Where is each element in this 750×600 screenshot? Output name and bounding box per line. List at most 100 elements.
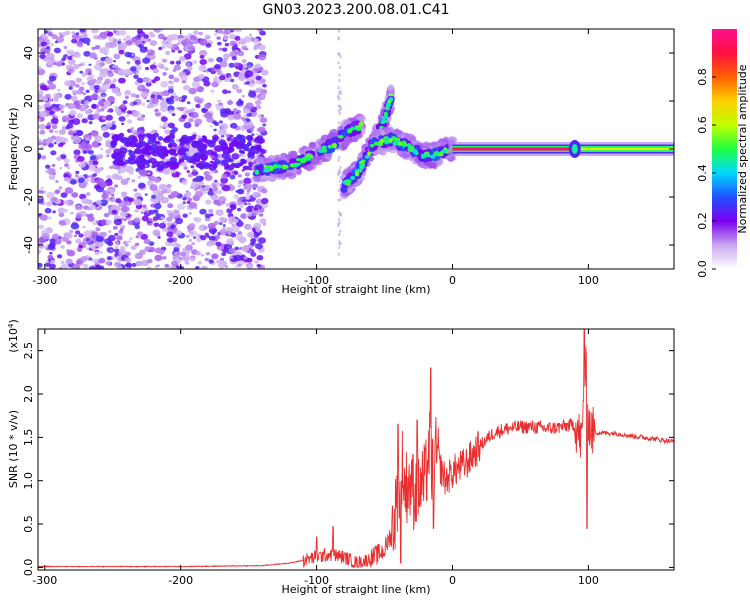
spectrogram-noise-dot <box>175 243 181 248</box>
spectrogram-track-core <box>420 153 427 159</box>
spectrogram-x-ticks: -300 -200 -100 0 100 <box>32 29 599 287</box>
spectrogram-noise-dot <box>237 231 243 235</box>
spectrogram-track-halo <box>392 129 403 136</box>
spectrogram-noise-dot <box>64 187 74 194</box>
spectrogram-track-halo <box>264 158 274 164</box>
spectrogram-noise-dot <box>222 224 226 227</box>
spectrogram-noise-dot <box>63 210 67 213</box>
spectrogram-noise-dot <box>143 143 149 148</box>
spectrogram-noise-dot <box>191 141 197 147</box>
spectrogram-noise-dot <box>71 31 76 35</box>
spectrogram-noise-dot <box>82 150 88 154</box>
spectrogram-noise-dot <box>38 248 42 255</box>
spectrogram-noise-dot <box>52 210 56 214</box>
spectrogram-noise-dot <box>164 263 170 268</box>
spectrogram-noise-dot <box>211 232 215 235</box>
spectrogram-noise-dot <box>149 40 158 47</box>
spectrogram-track-halo <box>372 128 382 137</box>
spectrogram-noise-dot <box>76 113 84 119</box>
spectrogram-noise-dot <box>195 163 202 168</box>
spectrogram-noise-dot <box>78 233 84 238</box>
spectrogram-noise-dot <box>169 161 174 165</box>
spectrogram-noise-dot <box>193 97 198 101</box>
spectrogram-noise-dot <box>136 141 144 149</box>
spectrogram-noise-dot <box>170 95 175 100</box>
spectrogram-noise-dot <box>146 99 150 103</box>
snr-x-tick-label: 100 <box>578 574 599 587</box>
spectrogram-noise-dot <box>161 255 167 260</box>
spectrogram-noise-dot <box>175 217 184 225</box>
spectrogram-noise-dot <box>190 165 195 169</box>
spectrogram-noise-dot <box>126 119 133 124</box>
spectrogram-noise-dot <box>205 251 211 256</box>
spectrogram-noise-dot <box>162 72 167 76</box>
spectrogram-noise-dot <box>233 254 242 262</box>
spectrogram-noise-dot <box>153 29 162 33</box>
spectrogram-noise-dot <box>131 155 136 159</box>
spectrogram-noise-dot <box>219 182 225 187</box>
spectrogram-noise-dot <box>219 131 223 134</box>
spectrogram-noise-dot <box>221 146 228 152</box>
spectrogram-noise-dot <box>231 223 236 227</box>
spectrogram-noise-dot <box>85 192 91 196</box>
spectrogram-noise-dot <box>144 193 148 196</box>
spectrogram-noise-dot <box>198 74 205 80</box>
spectrogram-noise-dot <box>130 245 137 251</box>
spectrogram-noise-dot <box>113 134 119 139</box>
spectrogram-noise-dot <box>86 238 90 242</box>
spectrogram-noise-dot <box>119 29 127 36</box>
spectrogram-track-core <box>299 158 306 164</box>
spectrogram-noise-dot <box>196 237 202 243</box>
spectrogram-noise-dot <box>173 64 182 71</box>
spectrogram-noise-dot <box>159 101 168 108</box>
spectrogram-noise-dot <box>251 133 255 137</box>
snr-y-axis-label: SNR (10 * v/v) <box>7 410 20 488</box>
spectrogram-noise-dot <box>337 37 340 41</box>
spectrogram-noise-dot <box>217 196 227 203</box>
spectrogram-noise-dot <box>110 144 116 149</box>
spectrogram-noise-dot <box>71 38 78 44</box>
spectrogram-noise-dot <box>202 138 209 144</box>
spectrogram-noise-dot <box>227 100 234 106</box>
snr-x-tick-label: 0 <box>449 574 456 587</box>
spectrogram-noise-dot <box>113 248 120 254</box>
spectrogram-noise-dot <box>100 147 104 151</box>
spectrogram-noise-dot <box>338 179 342 183</box>
spectrogram-noise-dot <box>38 104 43 111</box>
snr-y-tick-label: 0.5 <box>22 515 35 533</box>
snr-frame <box>37 328 675 571</box>
spectrogram-noise-dot <box>42 48 46 52</box>
spectrogram-noise-dot <box>152 150 158 154</box>
spectrogram-noise-dot <box>51 196 58 202</box>
spectrogram-noise-dot <box>159 29 164 32</box>
spectrogram-noise-dot <box>178 158 185 163</box>
spectrogram-noise-dot <box>214 159 222 165</box>
spectrogram-noise-dot <box>232 163 239 169</box>
snr-x-axis-label: Height of straight line (km) <box>281 583 430 596</box>
spectrogram-noise-dot <box>157 236 161 239</box>
spectrogram-noise-dot <box>196 86 205 93</box>
spectrogram-noise-dot <box>108 36 115 42</box>
spectrogram-noise-dot <box>55 180 59 183</box>
spectrogram-noise-dot <box>73 83 79 88</box>
spectrogram-noise-dot <box>243 108 251 115</box>
spectrogram-noise-dot <box>177 203 186 210</box>
spectrogram-noise-dot <box>247 202 251 206</box>
spectrogram-noise-dot <box>138 44 143 48</box>
spectrogram-track-core <box>346 128 353 134</box>
spectrogram-noise-dot <box>95 79 102 85</box>
spectrogram-noise-dot <box>117 38 122 42</box>
spectrogram-noise-dot <box>255 88 261 93</box>
spectrogram-noise-dot <box>48 75 57 82</box>
spectrogram-noise-dot <box>147 138 156 145</box>
spectrogram-noise-dot <box>198 64 207 72</box>
spectrogram-noise-dot <box>40 186 44 190</box>
spectrogram-noise-dot <box>68 58 76 65</box>
spectrogram-noise-dot <box>337 61 340 65</box>
spectrogram-noise-dot <box>253 222 262 230</box>
spectrogram-noise-dot <box>338 168 341 172</box>
spectrogram-noise-dot <box>337 51 340 56</box>
spectrogram-track-core <box>273 163 278 169</box>
spectrogram-noise-dot <box>339 107 342 111</box>
spectrogram-noise-dot <box>94 44 101 50</box>
